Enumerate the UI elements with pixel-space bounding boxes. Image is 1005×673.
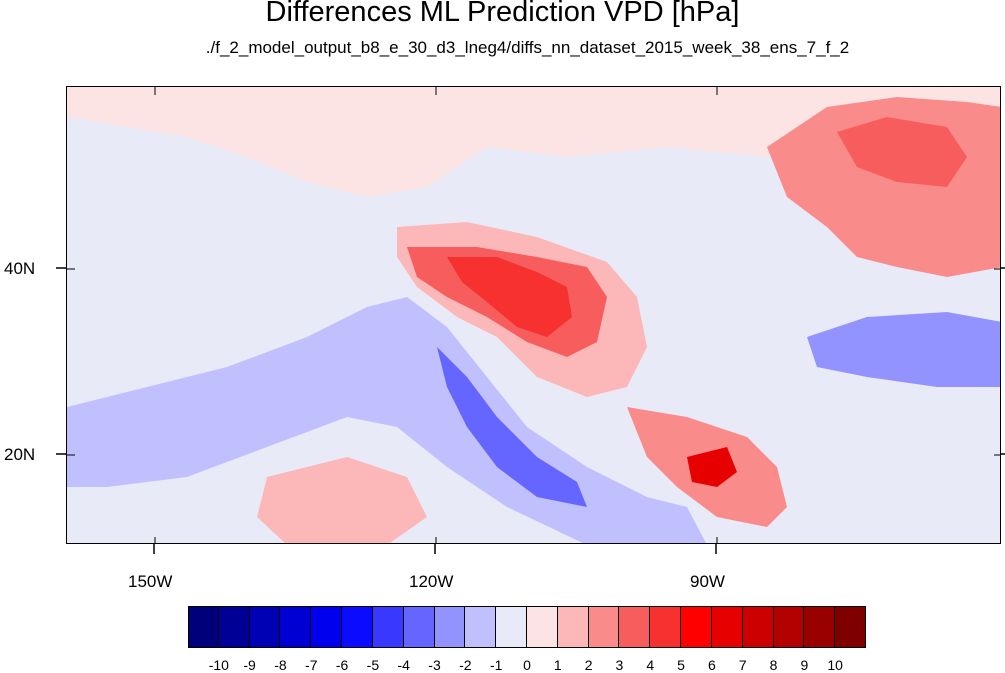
lat-label-20n: 20N [4,445,36,464]
colorbar-label: 10 [827,657,843,673]
colorbar-box [835,606,866,648]
colorbar-label: 4 [646,657,655,673]
colorbar-box [465,606,497,648]
colorbar-box [681,606,712,648]
colorbar-box [496,606,527,648]
map-title: Differences ML Prediction VPD [hPa] [265,0,740,28]
map-subtitle: ./f_2_model_output_b8_e_30_d3_lneg4/diff… [205,38,850,57]
colorbar-box [342,606,373,648]
colorbar-label: -2 [459,657,472,673]
colorbar-box [527,606,558,648]
field-red-strong-east-canada [837,117,967,187]
colorbar-label: 8 [769,657,778,673]
field-blue-strong-baja [437,347,587,507]
colorbar-box [742,606,774,648]
inner-ticks [67,87,1000,543]
colorbar-box [557,606,589,648]
colorbar-label: -1 [489,657,503,673]
colorbar [188,606,866,648]
colorbar-box [249,606,281,648]
colorbar-box [188,606,219,648]
colorbar-label: -3 [428,657,441,673]
field-pink-north-pacific [67,87,1000,197]
colorbar-label: 6 [708,657,716,673]
colorbar-label: 3 [615,657,624,673]
colorbar-box [650,606,682,648]
lon-label-90w: 90W [690,572,725,591]
colorbar-label: -9 [243,657,256,673]
colorbar-box [218,606,250,648]
colorbar-label: 1 [553,657,562,673]
map-panel [66,86,1001,544]
field-red-strong-southwest [447,257,572,337]
field-blue-atlantic [807,312,1000,387]
colorbar-label: 9 [800,657,809,673]
colorbar-box [711,606,743,648]
lon-label-150w: 150W [128,572,173,591]
colorbar-label: 2 [584,657,593,673]
colorbar-label: -8 [274,657,287,673]
colorbar-box [804,606,836,648]
lat-label-40n: 40N [4,259,36,278]
colorbar-box [403,606,435,648]
colorbar-label: 5 [677,657,685,673]
colorbar-box [311,606,343,648]
vpd-difference-field [67,87,1000,543]
colorbar-label: -6 [335,657,349,673]
lon-label-120w: 120W [409,572,454,591]
colorbar-label: -5 [366,657,380,673]
colorbar-box [280,606,312,648]
field-red-dark-guatemala [687,447,737,487]
colorbar-label: 0 [523,657,531,673]
colorbar-box [434,606,466,648]
colorbar-box [619,606,651,648]
colorbar-label: -10 [208,657,229,673]
colorbar-label: 7 [738,657,747,673]
colorbar-box [588,606,620,648]
colorbar-box [773,606,805,648]
field-pink-south-pacific [257,457,427,543]
colorbar-label: -7 [305,657,318,673]
colorbar-box [372,606,404,648]
colorbar-label: -4 [397,657,410,673]
